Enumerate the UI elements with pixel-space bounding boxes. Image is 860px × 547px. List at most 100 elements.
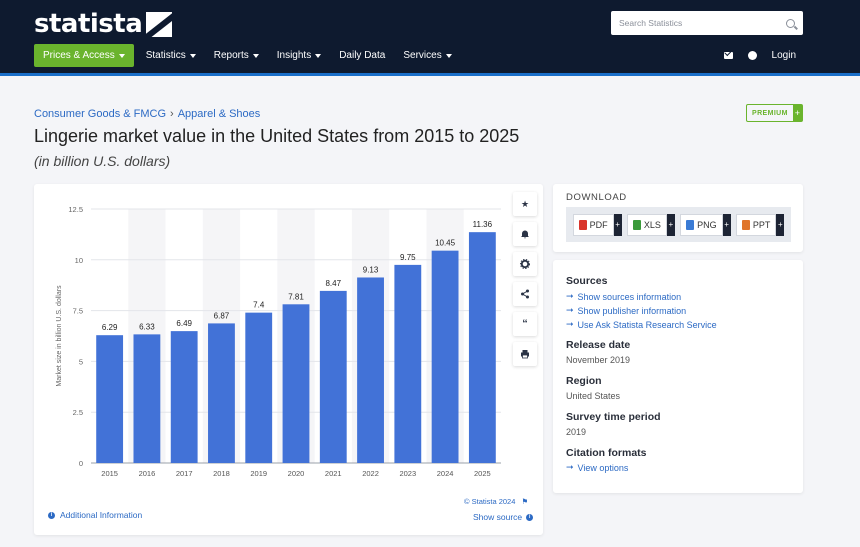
bar xyxy=(357,277,384,463)
arrow-right-icon: ➞ xyxy=(566,305,574,315)
user-circle-shape xyxy=(748,51,758,60)
download-xls-button[interactable]: XLS + xyxy=(626,213,675,236)
arrow-right-icon: ➞ xyxy=(566,319,574,329)
x-tick-label: 2017 xyxy=(176,469,193,478)
plus-icon: + xyxy=(722,213,731,236)
download-face: PDF xyxy=(572,213,614,236)
show-publisher-link[interactable]: ➞ Show publisher information xyxy=(566,305,686,316)
data-label: 11.36 xyxy=(473,220,493,229)
link-label: Use Ask Statista Research Service xyxy=(577,319,717,330)
sources-card: Sources ➞ Show sources information ➞ Show … xyxy=(553,260,803,493)
download-pdf-button[interactable]: PDF + xyxy=(572,213,622,236)
plus-icon: + xyxy=(792,105,802,121)
breadcrumb-item[interactable]: Consumer Goods & FMCG xyxy=(34,108,167,120)
download-face: PNG xyxy=(680,213,723,236)
logo-mark-icon xyxy=(146,11,173,37)
data-label: 6.87 xyxy=(214,311,230,320)
download-ppt-button[interactable]: PPT + xyxy=(735,213,785,236)
plus-icon: + xyxy=(666,213,675,236)
nav-prices-access[interactable]: Prices & Access xyxy=(34,44,134,67)
region-heading: Region xyxy=(566,375,602,387)
bar xyxy=(431,250,459,463)
x-tick-label: 2021 xyxy=(325,469,342,478)
download-label: PDF xyxy=(589,219,608,230)
additional-information-link[interactable]: i Additional Information xyxy=(48,510,142,520)
x-tick-label: 2016 xyxy=(139,469,156,478)
arrow-right-icon: ➞ xyxy=(566,291,574,301)
login-link[interactable]: Login xyxy=(771,50,796,61)
search-input[interactable]: Search Statistics xyxy=(611,11,803,35)
bar xyxy=(282,304,310,463)
nav-reports[interactable]: Reports xyxy=(205,44,268,67)
chevron-down-icon xyxy=(252,53,259,58)
data-label: 7.81 xyxy=(288,292,304,301)
download-heading: DOWNLOAD xyxy=(566,192,627,203)
chevron-down-icon xyxy=(189,53,196,58)
copyright-text: © Statista 2024 xyxy=(464,497,516,506)
gear-icon[interactable] xyxy=(513,252,537,276)
star-icon[interactable]: ★ xyxy=(513,192,537,216)
x-tick-label: 2018 xyxy=(213,469,230,478)
bar xyxy=(319,290,347,463)
nav-right: Login xyxy=(724,44,796,67)
info-icon: i xyxy=(526,513,534,521)
show-sources-link[interactable]: ➞ Show sources information xyxy=(566,291,681,302)
bar xyxy=(96,335,124,463)
user-icon[interactable] xyxy=(748,51,758,61)
plus-icon: + xyxy=(613,213,622,236)
x-tick-label: 2022 xyxy=(362,469,379,478)
view-options-link[interactable]: ➞ View options xyxy=(566,462,628,473)
bell-icon[interactable] xyxy=(513,222,537,246)
breadcrumb-separator: › xyxy=(170,108,174,120)
search-icon[interactable] xyxy=(786,18,795,28)
breadcrumb-item[interactable]: Apparel & Shoes xyxy=(177,108,261,120)
bar xyxy=(394,264,422,463)
xls-file-icon xyxy=(632,219,641,230)
bar xyxy=(468,232,496,463)
pdf-file-icon xyxy=(578,219,587,230)
mail-icon[interactable] xyxy=(724,51,734,61)
x-tick-label: 2023 xyxy=(399,469,416,478)
nav-insights[interactable]: Insights xyxy=(268,44,330,67)
data-label: 6.29 xyxy=(102,323,118,332)
nav-statistics[interactable]: Statistics xyxy=(137,44,205,67)
nav-services[interactable]: Services xyxy=(394,44,460,67)
top-navigation-bar: statista Search Statistics Prices & Acce… xyxy=(0,0,860,76)
nav-daily-data[interactable]: Daily Data xyxy=(330,44,394,67)
ppt-file-icon xyxy=(741,219,750,230)
data-label: 6.49 xyxy=(176,319,192,328)
chart-tools: ★ “ xyxy=(513,192,537,366)
y-tick-label: 10 xyxy=(75,256,83,265)
y-tick-label: 5 xyxy=(79,357,83,366)
chart-copyright[interactable]: © Statista 2024 ⚑ xyxy=(464,497,528,506)
nav-label: Statistics xyxy=(145,50,186,61)
ask-statista-link[interactable]: ➞ Use Ask Statista Research Service xyxy=(566,319,717,330)
png-file-icon xyxy=(686,219,695,230)
share-icon[interactable] xyxy=(513,282,537,306)
page-subtitle: (in billion U.S. dollars) xyxy=(34,153,171,169)
sources-heading: Sources xyxy=(566,275,608,287)
y-tick-label: 12.5 xyxy=(68,205,83,214)
link-label: Show publisher information xyxy=(577,305,687,316)
plus-icon: + xyxy=(776,213,785,236)
arrow-right-icon: ➞ xyxy=(566,462,574,472)
bell-shape xyxy=(521,230,529,239)
chart-card: 0 2.5 5 7.5 10 12.5 Market size in billion U.S… xyxy=(34,184,543,535)
download-label: PNG xyxy=(697,219,717,230)
download-card: DOWNLOAD PDF + XLS + PNG + PPT + xyxy=(553,184,803,252)
printer-shape xyxy=(521,350,529,359)
link-label: View options xyxy=(577,462,629,473)
y-tick-label: 0 xyxy=(79,459,83,468)
statista-logo[interactable]: statista xyxy=(34,9,173,39)
chevron-down-icon xyxy=(315,53,322,58)
y-tick-label: 7.5 xyxy=(73,307,83,316)
premium-badge[interactable]: PREMIUM + xyxy=(746,104,803,122)
y-tick-label: 2.5 xyxy=(73,408,83,417)
data-label: 9.13 xyxy=(363,265,379,274)
print-icon[interactable] xyxy=(513,342,537,366)
show-source-link[interactable]: Show source i xyxy=(473,512,534,522)
envelope-shape xyxy=(724,52,734,59)
quote-icon[interactable]: “ xyxy=(513,312,537,336)
premium-label: PREMIUM xyxy=(752,109,788,117)
download-png-button[interactable]: PNG + xyxy=(680,213,731,236)
